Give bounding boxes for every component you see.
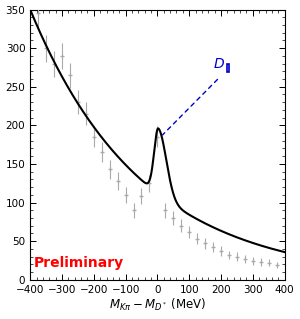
- Text: Preliminary: Preliminary: [33, 256, 124, 271]
- X-axis label: $M_{K\pi}-M_{D^*}$ (MeV): $M_{K\pi}-M_{D^*}$ (MeV): [109, 297, 206, 314]
- Text: $D$: $D$: [213, 57, 225, 71]
